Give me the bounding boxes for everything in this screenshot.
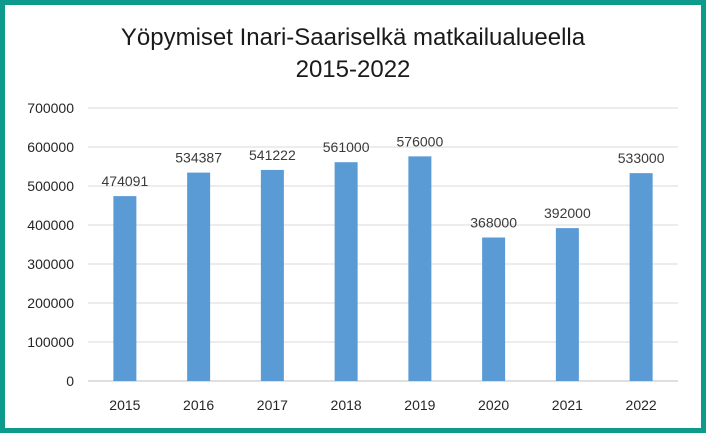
bar <box>260 169 284 381</box>
x-tick-label: 2018 <box>331 397 362 413</box>
y-tick-label: 400000 <box>27 217 74 233</box>
data-label: 576000 <box>397 133 444 149</box>
y-tick-label: 500000 <box>27 178 74 194</box>
bar <box>482 237 506 381</box>
data-label: 474091 <box>102 173 149 189</box>
bar <box>113 196 137 381</box>
x-tick-label: 2022 <box>626 397 657 413</box>
y-tick-label: 700000 <box>27 100 74 116</box>
data-label: 392000 <box>544 205 591 221</box>
data-label: 534387 <box>175 150 222 166</box>
x-tick-label: 2020 <box>478 397 509 413</box>
data-label: 541222 <box>249 147 296 163</box>
x-tick-label: 2021 <box>552 397 583 413</box>
y-tick-label: 200000 <box>27 295 74 311</box>
y-tick-label: 600000 <box>27 139 74 155</box>
chart-title-line2: 2015-2022 <box>295 56 411 83</box>
chart-title: Yöpymiset Inari-Saariselkä matkailualuee… <box>0 22 706 86</box>
x-tick-label: 2019 <box>404 397 435 413</box>
x-tick-label: 2016 <box>183 397 214 413</box>
bar <box>629 173 653 381</box>
data-label: 561000 <box>323 139 370 155</box>
bar <box>187 172 211 381</box>
bar <box>408 156 432 381</box>
data-label: 533000 <box>618 150 665 166</box>
y-tick-label: 0 <box>66 373 74 389</box>
y-tick-label: 100000 <box>27 334 74 350</box>
x-tick-label: 2015 <box>109 397 140 413</box>
bar <box>555 228 579 381</box>
y-tick-label: 300000 <box>27 256 74 272</box>
bar <box>334 162 358 381</box>
data-label: 368000 <box>470 214 517 230</box>
x-tick-label: 2017 <box>257 397 288 413</box>
chart-title-line1: Yöpymiset Inari-Saariselkä matkailualuee… <box>120 24 586 51</box>
